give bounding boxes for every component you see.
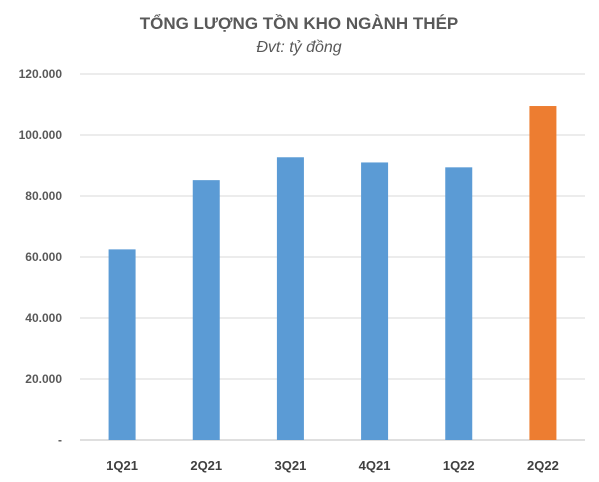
- y-axis-ticks: - 20.000 40.000 60.000 80.000 100.000 120.000: [19, 67, 63, 447]
- x-tick-label: 1Q21: [106, 458, 138, 473]
- y-tick-label: 20.000: [25, 372, 62, 386]
- x-tick-label: 4Q21: [359, 458, 391, 473]
- chart-title: TỔNG LƯỢNG TỒN KHO NGÀNH THÉP: [140, 14, 459, 33]
- chart-subtitle: Đvt: tỷ đồng: [256, 39, 341, 56]
- bar-4q21: [361, 162, 389, 440]
- x-tick-label: 2Q21: [190, 458, 222, 473]
- y-tick-label: 100.000: [19, 128, 63, 142]
- x-tick-label: 1Q22: [443, 458, 475, 473]
- y-tick-label: 60.000: [25, 250, 62, 264]
- y-tick-label: -: [58, 433, 62, 447]
- bar-2q22: [529, 106, 557, 441]
- bars: [108, 106, 557, 441]
- x-tick-label: 2Q22: [527, 458, 559, 473]
- bar-1q21: [108, 249, 136, 440]
- x-tick-label: 3Q21: [275, 458, 307, 473]
- gridlines: [80, 73, 585, 441]
- bar-2q21: [192, 180, 220, 440]
- bar-1q22: [445, 167, 473, 440]
- bar-3q21: [276, 157, 304, 440]
- y-tick-label: 120.000: [19, 67, 63, 81]
- x-axis-ticks: 1Q21 2Q21 3Q21 4Q21 1Q22 2Q22: [106, 458, 559, 473]
- y-tick-label: 80.000: [25, 189, 62, 203]
- y-tick-label: 40.000: [25, 311, 62, 325]
